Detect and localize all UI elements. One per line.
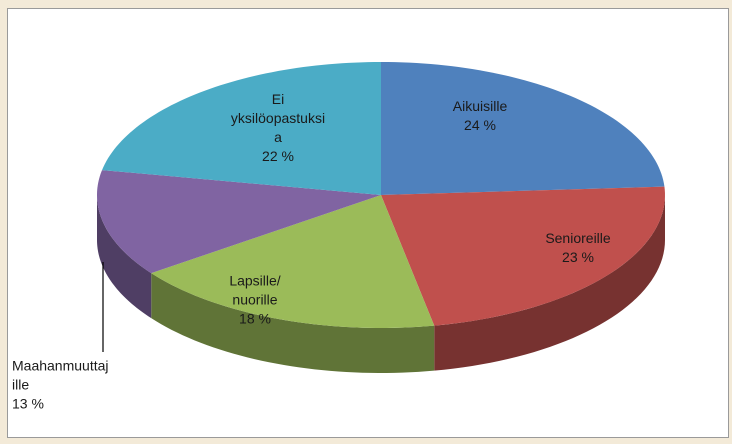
- value-label: 18 %: [239, 310, 271, 327]
- slice: [97, 170, 382, 274]
- category-label: Ei yksilöopastuksi a: [230, 91, 326, 145]
- slice-side: [97, 195, 152, 319]
- value-label: 23 %: [562, 249, 594, 265]
- value-label: 22 %: [262, 148, 294, 164]
- category-label: Aikuisille: [452, 98, 508, 114]
- category-label: Senioreille: [545, 230, 611, 246]
- data-label: Ei yksilöopastuksi a 22 %: [231, 90, 325, 166]
- slice-side: [151, 273, 435, 373]
- data-label: Aikuisille 24 %: [453, 97, 507, 135]
- slice: [381, 186, 665, 326]
- value-label: 13 %: [12, 395, 44, 412]
- data-label: Lapsille/ nuorille 18 %: [229, 272, 280, 329]
- slice: [381, 62, 665, 195]
- slice: [102, 62, 381, 195]
- category-label: Maahanmuuttaj ille: [12, 357, 109, 393]
- slice: [151, 195, 435, 328]
- value-label: 24 %: [464, 117, 496, 133]
- category-label: Lapsille/ nuorille: [229, 272, 281, 308]
- data-label: Maahanmuuttaj ille 13 %: [12, 357, 109, 414]
- slice-side: [434, 195, 665, 371]
- data-label: Senioreille 23 %: [545, 229, 610, 267]
